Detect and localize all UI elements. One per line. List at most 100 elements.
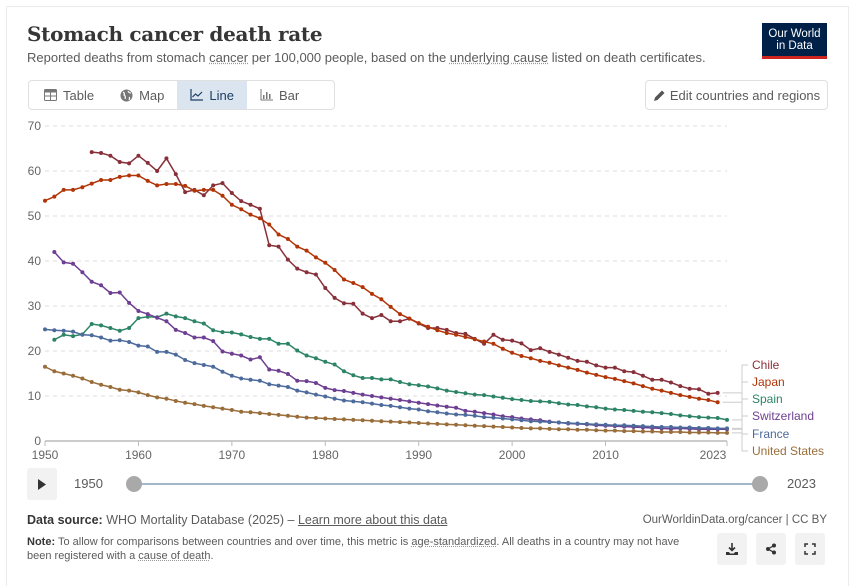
data-point[interactable] — [99, 336, 103, 340]
data-point[interactable] — [594, 405, 598, 409]
data-point[interactable] — [519, 354, 523, 358]
data-point[interactable] — [641, 424, 645, 428]
data-point[interactable] — [557, 363, 561, 367]
data-point[interactable] — [379, 297, 383, 301]
data-point[interactable] — [192, 189, 196, 193]
data-point[interactable] — [221, 194, 225, 198]
data-point[interactable] — [678, 384, 682, 388]
data-point[interactable] — [286, 237, 290, 241]
data-point[interactable] — [361, 285, 365, 289]
data-point[interactable] — [127, 340, 131, 344]
data-point[interactable] — [398, 398, 402, 402]
data-point[interactable] — [90, 280, 94, 284]
data-point[interactable] — [164, 312, 168, 316]
data-point[interactable] — [127, 301, 131, 305]
data-point[interactable] — [473, 393, 477, 397]
data-point[interactable] — [632, 429, 636, 433]
data-point[interactable] — [155, 183, 159, 187]
series-line[interactable] — [92, 152, 718, 394]
data-point[interactable] — [566, 421, 570, 425]
data-point[interactable] — [183, 401, 187, 405]
data-point[interactable] — [305, 416, 309, 420]
data-point[interactable] — [146, 345, 150, 349]
data-point[interactable] — [146, 393, 150, 397]
legend-label[interactable]: United States — [752, 444, 824, 458]
data-point[interactable] — [491, 333, 495, 337]
data-point[interactable] — [342, 399, 346, 403]
data-point[interactable] — [211, 405, 215, 409]
data-point[interactable] — [314, 393, 318, 397]
data-point[interactable] — [650, 430, 654, 434]
data-point[interactable] — [127, 174, 131, 178]
data-point[interactable] — [323, 386, 327, 390]
data-point[interactable] — [660, 425, 664, 429]
data-point[interactable] — [613, 423, 617, 427]
data-point[interactable] — [697, 426, 701, 430]
data-point[interactable] — [43, 327, 47, 331]
data-point[interactable] — [90, 333, 94, 337]
data-point[interactable] — [454, 333, 458, 337]
data-point[interactable] — [62, 329, 66, 333]
data-point[interactable] — [632, 409, 636, 413]
data-point[interactable] — [482, 411, 486, 415]
data-point[interactable] — [323, 286, 327, 290]
data-point[interactable] — [323, 417, 327, 421]
data-point[interactable] — [529, 419, 533, 423]
data-point[interactable] — [604, 429, 608, 433]
data-point[interactable] — [576, 421, 580, 425]
data-point[interactable] — [295, 267, 299, 271]
data-point[interactable] — [267, 367, 271, 371]
data-point[interactable] — [342, 301, 346, 305]
data-point[interactable] — [342, 417, 346, 421]
data-point[interactable] — [239, 207, 243, 211]
data-point[interactable] — [491, 342, 495, 346]
data-point[interactable] — [632, 381, 636, 385]
data-point[interactable] — [669, 425, 673, 429]
data-point[interactable] — [361, 312, 365, 316]
data-point[interactable] — [80, 376, 84, 380]
data-point[interactable] — [389, 319, 393, 323]
data-point[interactable] — [426, 421, 430, 425]
data-point[interactable] — [398, 380, 402, 384]
data-point[interactable] — [249, 335, 253, 339]
data-point[interactable] — [632, 370, 636, 374]
data-point[interactable] — [585, 360, 589, 364]
data-point[interactable] — [277, 369, 281, 373]
data-point[interactable] — [183, 331, 187, 335]
data-point[interactable] — [342, 369, 346, 373]
data-point[interactable] — [239, 376, 243, 380]
data-point[interactable] — [108, 326, 112, 330]
data-point[interactable] — [323, 360, 327, 364]
data-point[interactable] — [538, 426, 542, 430]
data-point[interactable] — [660, 389, 664, 393]
data-point[interactable] — [221, 370, 225, 374]
data-point[interactable] — [538, 359, 542, 363]
data-point[interactable] — [202, 193, 206, 197]
data-point[interactable] — [435, 328, 439, 332]
data-point[interactable] — [594, 428, 598, 432]
fullscreen-button[interactable] — [795, 533, 825, 565]
data-point[interactable] — [249, 358, 253, 362]
data-point[interactable] — [445, 422, 449, 426]
data-point[interactable] — [398, 420, 402, 424]
data-point[interactable] — [622, 369, 626, 373]
data-point[interactable] — [417, 408, 421, 412]
data-point[interactable] — [267, 223, 271, 227]
data-point[interactable] — [613, 366, 617, 370]
data-point[interactable] — [62, 188, 66, 192]
data-point[interactable] — [52, 250, 56, 254]
data-point[interactable] — [585, 428, 589, 432]
data-point[interactable] — [351, 418, 355, 422]
data-point[interactable] — [71, 188, 75, 192]
data-point[interactable] — [146, 179, 150, 183]
data-point[interactable] — [501, 425, 505, 429]
data-point[interactable] — [510, 417, 514, 421]
data-point[interactable] — [650, 387, 654, 391]
data-point[interactable] — [669, 381, 673, 385]
data-point[interactable] — [267, 412, 271, 416]
data-point[interactable] — [333, 417, 337, 421]
data-point[interactable] — [155, 395, 159, 399]
data-point[interactable] — [342, 389, 346, 393]
legend-label[interactable]: Spain — [752, 392, 783, 406]
data-point[interactable] — [80, 270, 84, 274]
